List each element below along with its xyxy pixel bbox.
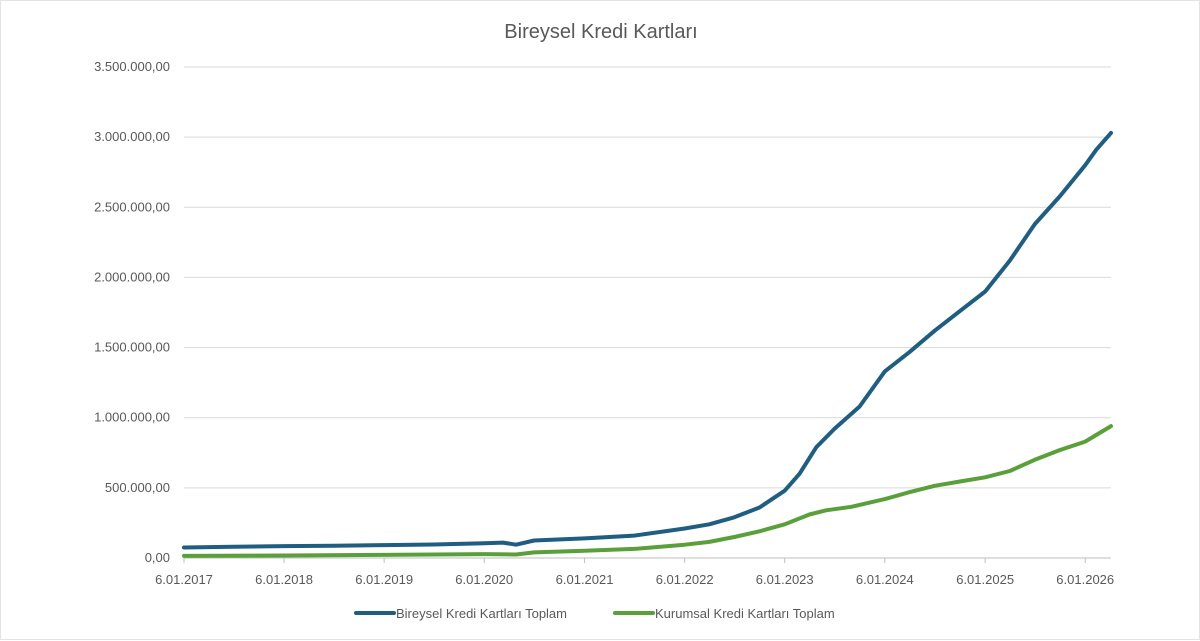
legend: Bireysel Kredi Kartları Toplam Kurumsal K… <box>354 606 835 621</box>
x-tick-label: 6.01.2026 <box>1056 572 1114 587</box>
y-tick-label: 1.500.000,00 <box>94 340 170 355</box>
series-line-2 <box>182 424 1113 558</box>
x-tick-label: 6.01.2022 <box>656 572 714 587</box>
y-tick-label: 0,00 <box>145 550 170 565</box>
legend-label: Bireysel Kredi Kartları Toplam <box>396 606 567 621</box>
y-tick-label: 3.000.000,00 <box>94 129 170 144</box>
y-tick-label: 500.000,00 <box>105 480 170 495</box>
chart-title: Bireysel Kredi Kartları <box>504 21 697 43</box>
x-tick-label: 6.01.2021 <box>556 572 614 587</box>
axes: 0,00 500.000,00 1.000.000,00 1.500.000,00 2.… <box>94 59 1114 587</box>
x-tick-label: 6.01.2024 <box>856 572 914 587</box>
series-line-1 <box>182 130 1113 550</box>
y-tick-label: 1.000.000,00 <box>94 410 170 425</box>
legend-label: Kurumsal Kredi Kartları Toplam <box>655 606 835 621</box>
x-tick-label: 6.01.2025 <box>956 572 1014 587</box>
series-lines <box>182 130 1113 558</box>
y-tick-label: 3.500.000,00 <box>94 59 170 74</box>
x-tick-label: 6.01.2018 <box>255 572 313 587</box>
x-tick-label: 6.01.2019 <box>355 572 413 587</box>
x-tick-label: 6.01.2023 <box>756 572 814 587</box>
y-tick-label: 2.000.000,00 <box>94 269 170 284</box>
gridlines <box>184 66 1111 489</box>
x-tick-label: 6.01.2020 <box>455 572 513 587</box>
y-tick-label: 2.500.000,00 <box>94 199 170 214</box>
x-tick-label: 6.01.2017 <box>155 572 213 587</box>
